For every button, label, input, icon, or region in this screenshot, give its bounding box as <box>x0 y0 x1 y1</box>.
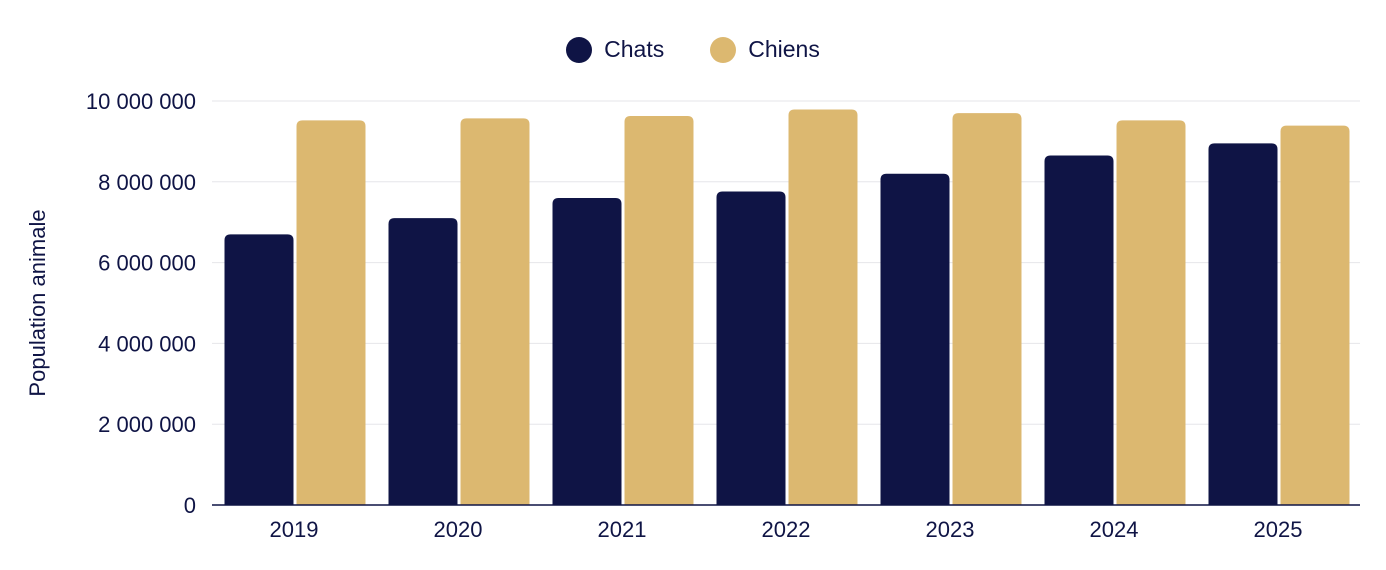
bar-chiens-2021[interactable] <box>624 115 694 505</box>
bar-chiens-2020[interactable] <box>460 118 530 505</box>
y-tick-label: 10 000 000 <box>86 89 196 114</box>
bar-chats-2021[interactable] <box>552 197 622 505</box>
x-tick-label: 2021 <box>598 517 647 542</box>
y-tick-label: 4 000 000 <box>98 331 196 356</box>
y-tick-label: 0 <box>184 493 196 518</box>
bar-chiens-2019[interactable] <box>296 120 366 505</box>
bar-chiens-2025[interactable] <box>1280 125 1350 506</box>
bar-chiens-2022[interactable] <box>788 109 858 505</box>
bar-chiens-2024[interactable] <box>1116 120 1186 505</box>
y-tick-label: 8 000 000 <box>98 170 196 195</box>
y-tick-label: 6 000 000 <box>98 251 196 276</box>
legend-item-chats[interactable]: Chats <box>566 36 664 63</box>
legend-label-chats: Chats <box>604 36 665 62</box>
x-tick-label: 2024 <box>1090 517 1139 542</box>
y-axis-title: Population animale <box>25 209 50 396</box>
x-tick-label: 2020 <box>434 517 483 542</box>
bars <box>224 109 1350 506</box>
axes: 0 2 000 000 4 000 000 6 000 000 8 000 000 10 … <box>86 89 1360 542</box>
bar-chats-2024[interactable] <box>1044 155 1114 506</box>
x-tick-label: 2023 <box>926 517 975 542</box>
y-tick-label: 2 000 000 <box>98 412 196 437</box>
x-tick-label: 2019 <box>270 517 319 542</box>
bar-chats-2022[interactable] <box>716 191 786 505</box>
legend: Chats Chiens <box>0 36 1386 63</box>
x-tick-label: 2025 <box>1254 517 1303 542</box>
legend-marker-chats <box>566 36 593 63</box>
grid <box>212 100 1360 425</box>
legend-item-chiens[interactable]: Chiens <box>710 36 820 63</box>
bar-chats-2025[interactable] <box>1208 143 1278 506</box>
bar-chats-2020[interactable] <box>388 218 458 505</box>
bar-chats-2019[interactable] <box>224 234 294 505</box>
bar-chiens-2023[interactable] <box>952 113 1022 506</box>
legend-label-chiens: Chiens <box>748 36 820 62</box>
bar-chats-2023[interactable] <box>880 173 950 505</box>
legend-marker-chiens <box>710 36 737 63</box>
x-tick-label: 2022 <box>762 517 811 542</box>
